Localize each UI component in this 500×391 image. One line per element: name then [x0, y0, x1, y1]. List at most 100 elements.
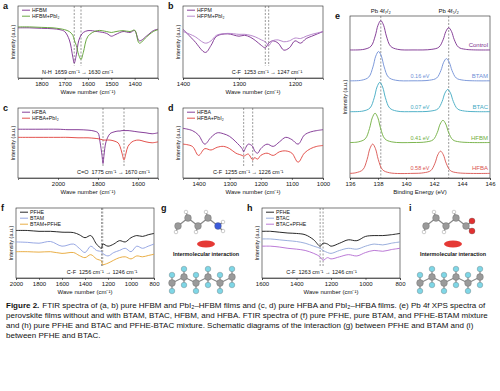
- atom: [181, 282, 187, 288]
- panel-letter: g: [161, 203, 167, 213]
- x-tick-label: 1600: [82, 81, 96, 87]
- x-tick-label: 142: [429, 181, 440, 187]
- atom: [229, 266, 235, 272]
- legend-label: BTAC+PFHE: [276, 221, 307, 227]
- x-tick: 1400: [79, 278, 93, 287]
- x-tick-mark: [239, 78, 240, 80]
- atom: [217, 288, 223, 294]
- atom: [417, 288, 423, 294]
- x-tick-mark: [131, 278, 132, 280]
- plot-area: [262, 208, 400, 266]
- x-tick-mark: [154, 278, 155, 280]
- spectrum-line: [262, 231, 400, 246]
- legend-swatch: [22, 112, 30, 113]
- x-tick: 800: [149, 278, 160, 287]
- x-tick: 140: [401, 178, 412, 187]
- x-tick-label: 1200: [255, 181, 269, 187]
- atom: [215, 223, 222, 230]
- x-tick: 1400: [290, 278, 304, 287]
- x-tick-label: 1400: [128, 81, 142, 87]
- shift-label: 0.58 eV: [411, 165, 430, 171]
- x-tick-mark: [262, 278, 263, 280]
- atom: [417, 280, 424, 287]
- atom: [205, 274, 212, 281]
- x-tick-mark: [366, 278, 367, 280]
- series-label: Control: [469, 42, 488, 48]
- caption-label: Figure 2.: [6, 301, 39, 310]
- spectrum-line: [262, 246, 400, 260]
- legend-swatch: [22, 10, 30, 11]
- x-tick-label: 1800: [33, 281, 47, 287]
- shift-label: 0.16 eV: [411, 73, 430, 79]
- plot-frame: [183, 6, 323, 78]
- atom: [175, 223, 182, 230]
- y-axis-title: Intensity (a.u.): [342, 79, 348, 114]
- shift-label: 0.07 eV: [411, 104, 430, 110]
- annotation: 1659 cm⁻¹ → 1630 cm⁻¹: [55, 69, 114, 75]
- legend-swatch: [20, 212, 28, 213]
- atom: [205, 215, 212, 222]
- series-label: HFBM: [471, 135, 488, 141]
- spectrum-line: [183, 29, 323, 52]
- atom: [433, 215, 440, 222]
- reference-line: [265, 6, 266, 66]
- y-axis-title: Intensity (a.u.): [10, 125, 16, 160]
- interaction-highlight: [444, 241, 462, 248]
- x-tick: 138: [373, 178, 384, 187]
- atom: [469, 218, 475, 224]
- x-tick-mark: [323, 178, 324, 180]
- schematic-g: g Intermolecular interaction: [161, 203, 239, 294]
- reference-line: [448, 16, 449, 178]
- spectrum-line: [183, 144, 323, 162]
- peak-label: Pb 4f₇/₂: [371, 8, 392, 14]
- legend-label: HFBA+PbI₂: [32, 115, 59, 121]
- plot-frame: [183, 108, 323, 178]
- x-tick-mark: [41, 78, 42, 80]
- x-tick-label: 1200: [102, 281, 116, 287]
- x-tick: 1300: [223, 178, 237, 187]
- x-tick-mark: [261, 178, 262, 180]
- legend-label: BTAM+PFHE: [30, 221, 61, 227]
- x-tick: 1600: [82, 78, 96, 87]
- interaction-label: Intermolecular interaction: [173, 251, 239, 257]
- spectrum-line: [183, 32, 323, 46]
- schematic-i: iIntermolecular interaction: [409, 203, 486, 294]
- x-tick-mark: [58, 178, 59, 180]
- x-axis: 1600140012001000800: [256, 278, 406, 287]
- x-tick-mark: [406, 178, 407, 180]
- x-tick-label: 1300: [233, 81, 247, 87]
- atom: [442, 230, 446, 234]
- x-tick-label: 1400: [290, 281, 304, 287]
- panel-letter: f: [1, 203, 5, 213]
- panel-letter: c: [3, 103, 8, 113]
- x-tick-label: 1600: [56, 281, 70, 287]
- atom: [452, 210, 456, 214]
- x-tick-mark: [350, 178, 351, 180]
- atom: [169, 272, 175, 278]
- atom: [453, 282, 459, 288]
- spectrum-line: [16, 252, 154, 265]
- x-tick-label: 1300: [223, 181, 237, 187]
- x-tick-mark: [230, 178, 231, 180]
- legend-label: HFBA+PbI₂: [197, 115, 224, 121]
- atom: [195, 223, 202, 230]
- spectrum-line: [350, 51, 490, 80]
- plot-frame: [262, 208, 400, 278]
- atom: [193, 288, 199, 294]
- atom: [229, 274, 236, 281]
- x-tick-label: 1000: [359, 281, 373, 287]
- atom: [423, 223, 430, 230]
- x-tick-label: 1700: [58, 81, 72, 87]
- reference-line: [74, 6, 75, 66]
- x-tick: 1400: [192, 178, 206, 187]
- spectrum-line: [350, 82, 490, 111]
- x-tick: 1800: [33, 278, 47, 287]
- x-tick: 1800: [92, 178, 106, 187]
- x-tick: 1000: [125, 278, 139, 287]
- spectrum-line: [18, 137, 158, 160]
- atom: [429, 274, 436, 281]
- y-axis-title: Intensity (a.u.): [10, 24, 16, 59]
- x-axis-title: Wave number (cm⁻¹): [61, 89, 116, 95]
- reference-line: [102, 208, 103, 266]
- annotation: C=O: [77, 169, 89, 175]
